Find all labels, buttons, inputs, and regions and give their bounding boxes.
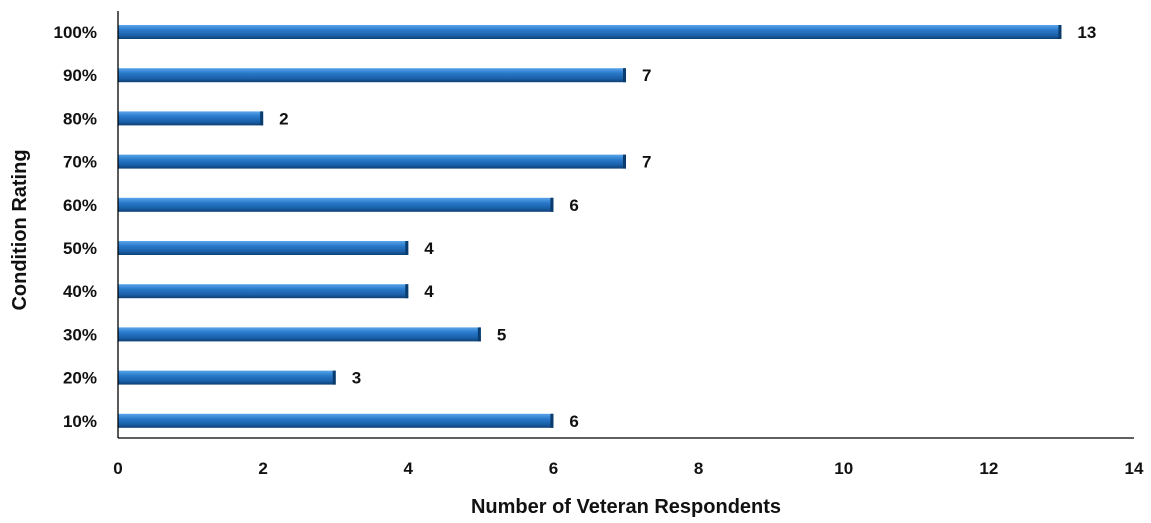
data-label: 3 — [352, 369, 361, 388]
x-axis-title: Number of Veteran Respondents — [471, 496, 781, 518]
data-label: 6 — [569, 412, 578, 431]
x-tick-label: 2 — [258, 459, 267, 478]
y-tick-labels-layer: 100% 90% 80% 70% 60% 50% 40% 30% 20% 10% — [54, 23, 97, 431]
bar-end-cap — [405, 284, 409, 299]
x-tick-label: 10 — [834, 459, 853, 478]
bar-end-cap — [623, 154, 626, 169]
x-tick-label: 8 — [694, 459, 703, 478]
data-label: 5 — [497, 325, 506, 344]
bar-10pct — [118, 413, 554, 428]
data-label: 6 — [569, 196, 578, 215]
bar-end-cap — [477, 327, 481, 342]
data-label: 2 — [279, 109, 288, 128]
x-tick-label: 14 — [1125, 459, 1144, 478]
y-axis-title: Condition Rating — [9, 149, 31, 310]
bar-80pct — [118, 111, 264, 126]
data-label: 4 — [424, 239, 434, 258]
data-label: 7 — [642, 153, 651, 172]
x-tick-label: 6 — [549, 459, 558, 478]
y-tick-label: 60% — [63, 196, 97, 215]
y-tick-label: 70% — [63, 153, 97, 172]
y-tick-label: 40% — [63, 282, 97, 301]
data-label: 13 — [1077, 23, 1096, 42]
y-tick-label: 50% — [63, 239, 97, 258]
bar-end-cap — [550, 197, 554, 212]
data-labels-layer: 13 7 2 7 6 4 4 5 3 6 — [279, 23, 1096, 431]
bar-50pct — [118, 241, 409, 255]
bar-20pct — [118, 370, 336, 385]
data-label: 7 — [642, 66, 651, 85]
data-label: 4 — [424, 282, 434, 301]
bar-end-cap — [332, 370, 336, 385]
y-tick-label: 10% — [63, 412, 97, 431]
bar-end-cap — [1058, 25, 1062, 39]
y-tick-label: 20% — [63, 369, 97, 388]
bar-60pct — [118, 197, 554, 212]
bar-30pct — [118, 327, 481, 342]
x-tick-label: 0 — [113, 459, 122, 478]
bar-end-cap — [550, 413, 554, 428]
bar-70pct — [118, 154, 626, 169]
x-tick-label: 4 — [404, 459, 414, 478]
bar-end-cap — [405, 241, 409, 255]
y-tick-label: 80% — [63, 109, 97, 128]
x-tick-labels-layer: 0 2 4 6 8 10 12 14 — [113, 459, 1144, 478]
bar-end-cap — [623, 68, 626, 83]
bar-90pct — [118, 68, 626, 83]
bar-40pct — [118, 284, 409, 299]
bars-layer — [118, 25, 1062, 428]
x-tick-label: 12 — [979, 459, 998, 478]
bar-100pct — [118, 25, 1062, 39]
y-tick-label: 100% — [54, 23, 97, 42]
y-tick-label: 90% — [63, 66, 97, 85]
y-tick-label: 30% — [63, 325, 97, 344]
bar-end-cap — [260, 111, 264, 126]
